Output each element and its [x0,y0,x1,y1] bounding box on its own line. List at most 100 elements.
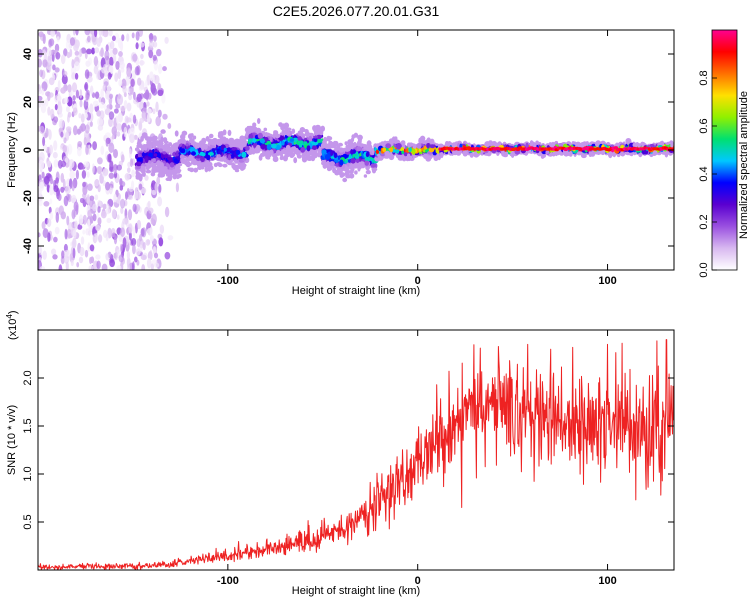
noise-blob [90,256,95,264]
noise-blob [134,256,138,263]
signal-blob [305,132,310,137]
noise-blob [45,172,52,179]
noise-blob [74,72,79,80]
colorbar-tick-label: 0.6 [698,118,710,133]
noise-blob [71,209,76,220]
noise-blob [38,159,45,171]
noise-blob [53,140,58,151]
signal-blob [308,135,313,142]
noise-blob [161,93,166,104]
noise-blob [38,102,42,108]
noise-blob [127,209,133,221]
noise-blob [86,35,91,43]
noise-blob [49,144,53,155]
noise-blob [149,249,153,260]
noise-blob [108,111,115,120]
signal-blob [138,183,143,190]
noise-blob [71,82,78,93]
noise-blob [55,52,61,60]
noise-blob [62,178,66,190]
noise-blob [93,56,99,67]
noise-blob [118,79,123,87]
signal-blob [160,136,164,143]
signal-blob [365,151,370,158]
signal-blob [227,129,232,136]
noise-blob [94,91,100,99]
noise-blob [78,126,84,133]
signal-blob [377,153,381,157]
noise-blob [75,89,79,99]
noise-blob [47,106,51,116]
noise-blob [65,106,70,113]
signal-blob [281,140,285,146]
noise-blob [72,237,77,249]
noise-blob [108,172,115,179]
noise-blob [38,58,42,68]
signal-blob [189,138,194,144]
noise-blob [72,95,76,101]
signal-blob [163,154,169,159]
noise-blob [113,193,117,203]
noise-blob [79,48,83,58]
signal-blob [416,142,422,149]
noise-blob [97,206,101,213]
noise-blob [131,32,135,39]
noise-blob [111,35,116,42]
noise-blob [136,238,141,248]
noise-blob [38,246,43,256]
signal-blob [271,143,277,149]
signal-blob [259,139,266,144]
noise-blob [156,176,161,185]
signal-blob [157,172,162,178]
signal-blob [285,153,290,158]
noise-blob [42,228,49,239]
noise-blob [141,111,146,121]
signal-blob [199,151,205,156]
signal-blob [239,162,246,168]
signal-blob [200,156,205,163]
noise-blob [114,32,120,43]
noise-blob [108,117,114,128]
noise-blob [116,214,120,220]
noise-blob [84,124,90,134]
noise-blob [89,195,95,201]
noise-blob [71,71,75,80]
noise-blob [91,47,95,55]
noise-blob [117,69,122,80]
noise-blob [67,84,72,93]
signal-blob [365,170,371,175]
signal-blob [217,154,221,158]
signal-blob [401,150,405,155]
spectrogram-x-label: Height of straight line (km) [292,285,420,297]
signal-blob [273,130,277,135]
noise-blob [58,118,65,129]
noise-blob [68,159,75,169]
signal-blob [293,157,298,164]
noise-blob [108,153,112,163]
noise-blob [99,50,104,57]
signal-blob [148,152,154,158]
noise-blob [126,33,130,42]
signal-blob [134,147,140,152]
noise-blob [128,231,132,241]
signal-blob [187,167,193,172]
snr-y-label: SNR (10 * v/v) [6,405,18,475]
noise-blob [54,103,58,111]
noise-blob [125,191,128,200]
colorbar-tick-label: 0.0 [698,262,710,277]
signal-blob [429,144,436,149]
signal-blob [146,163,151,168]
noise-blob [116,198,121,204]
signal-blob [163,137,168,143]
signal-blob [136,171,141,176]
noise-blob [95,224,101,231]
noise-blob [72,30,76,36]
noise-blob [38,197,43,207]
noise-blob [139,42,145,48]
signal-blob [324,154,331,160]
signal-blob [218,150,222,156]
noise-blob [49,211,54,220]
noise-blob [122,237,127,249]
signal-blob [266,144,272,150]
noise-blob [38,95,43,101]
